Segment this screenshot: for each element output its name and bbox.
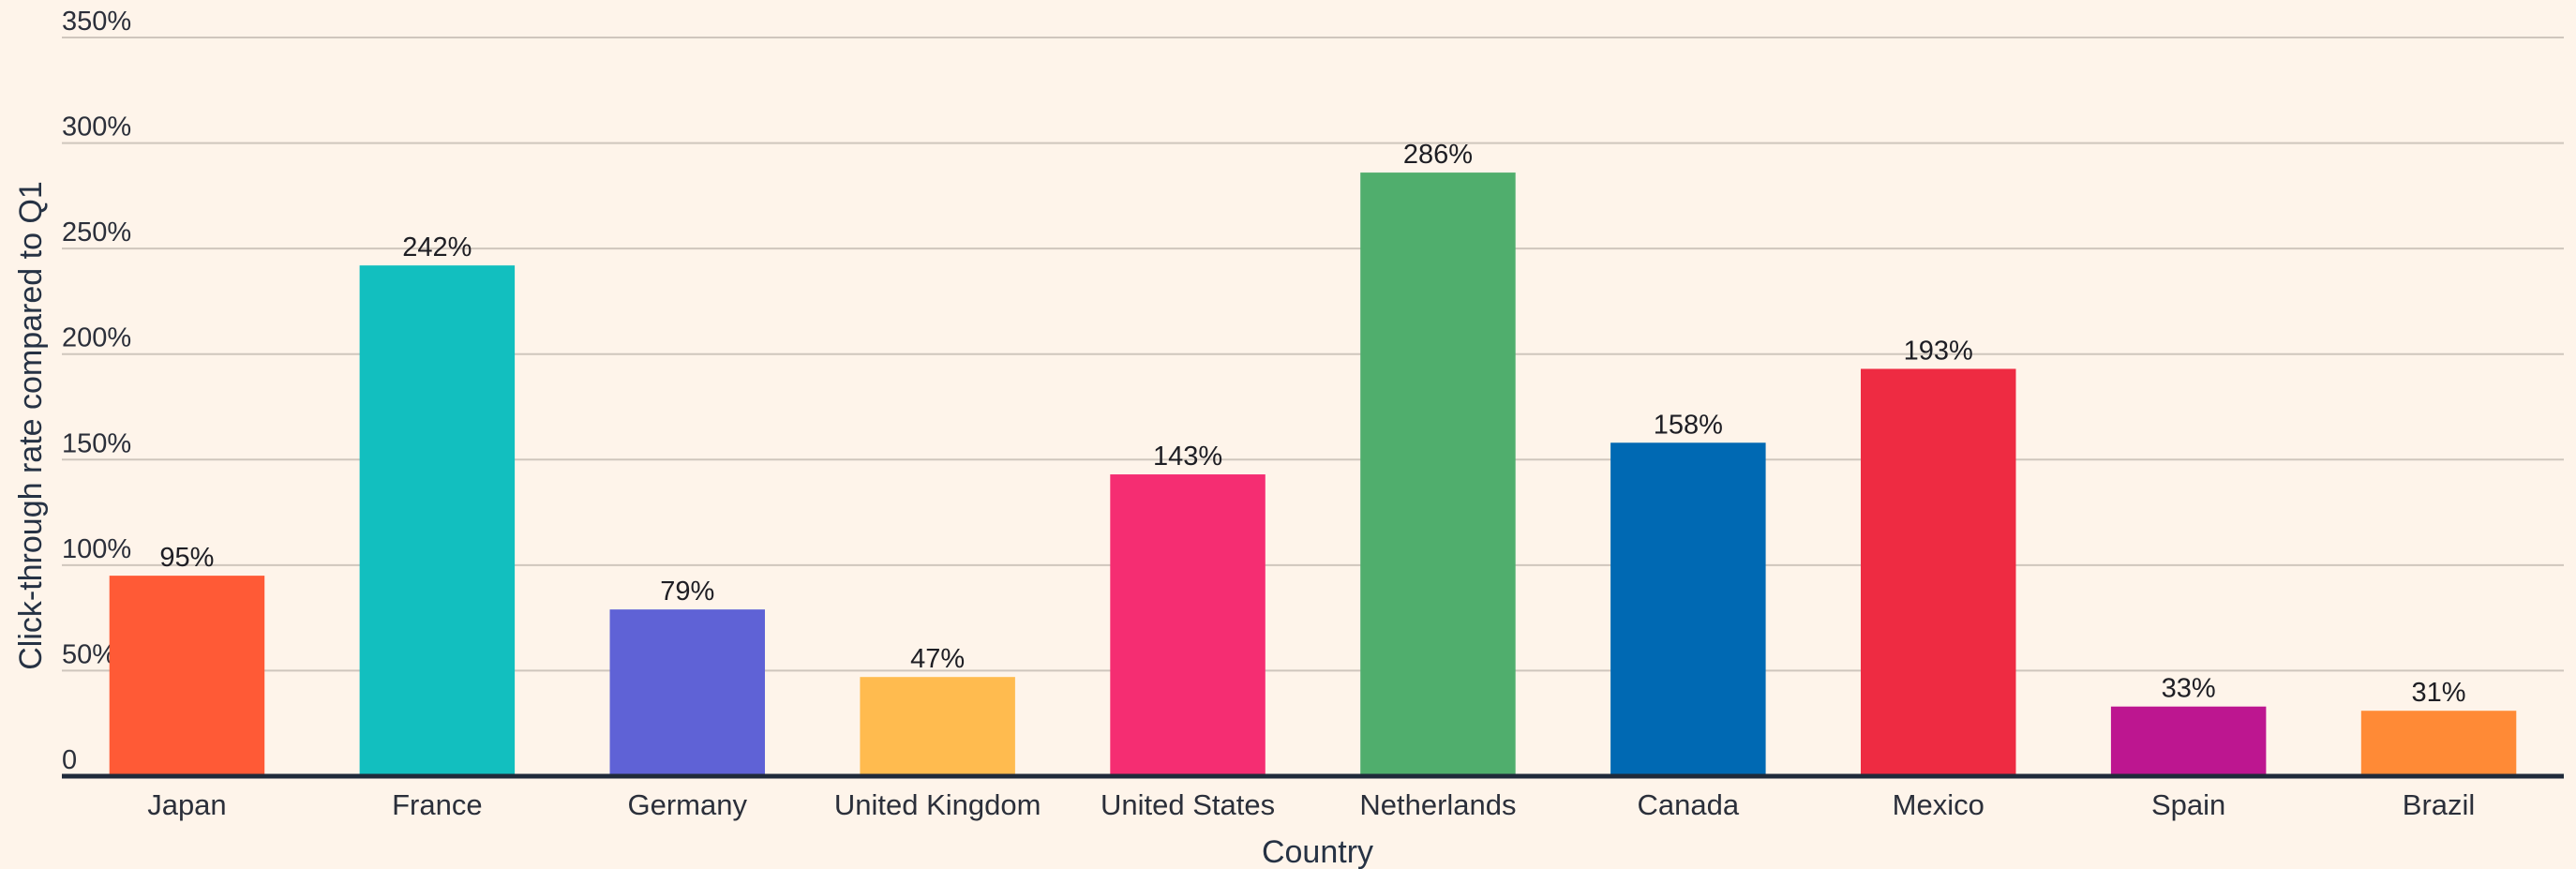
y-tick-label: 300% — [62, 112, 131, 142]
y-tick-label: 50% — [62, 639, 116, 669]
bar — [359, 265, 516, 776]
x-tick-label: Germany — [628, 788, 748, 821]
y-tick-label: 150% — [62, 428, 131, 458]
y-axis-title: Click-through rate compared to Q1 — [13, 181, 49, 670]
x-tick-label: Canada — [1638, 788, 1740, 821]
bar — [109, 576, 265, 776]
x-tick-label: Japan — [147, 788, 226, 821]
bar — [1110, 474, 1266, 776]
x-tick-label: Mexico — [1893, 788, 1984, 821]
data-label: 158% — [1654, 410, 1723, 440]
y-axis-ticks: 0 50% 100% 150% 200% 250% 300% 350% — [62, 7, 131, 775]
y-tick-label: 350% — [62, 7, 131, 37]
bar — [1861, 368, 2016, 776]
data-label: 95% — [159, 543, 214, 573]
bar — [2110, 706, 2267, 776]
x-tick-label: Netherlands — [1359, 788, 1516, 821]
bar — [609, 609, 765, 776]
x-tick-label: United Kingdom — [834, 788, 1041, 821]
data-label: 242% — [402, 232, 472, 262]
data-label: 193% — [1904, 336, 1973, 366]
data-labels: 95% 242% 79% 47% 143% 286% 158% 193% 33% 31% — [159, 140, 2465, 708]
bars — [109, 172, 2517, 776]
data-label: 143% — [1153, 442, 1222, 472]
x-tick-label: United States — [1101, 788, 1275, 821]
data-label: 47% — [910, 644, 965, 674]
bar — [2360, 711, 2517, 776]
y-tick-label: 0 — [62, 745, 77, 775]
x-tick-label: Spain — [2151, 788, 2225, 821]
data-label: 31% — [2412, 678, 2466, 708]
x-tick-label: France — [392, 788, 482, 821]
data-label: 79% — [660, 577, 714, 607]
bar — [1360, 172, 1516, 776]
bar — [860, 677, 1015, 776]
x-tick-label: Brazil — [2403, 788, 2476, 821]
data-label: 286% — [1403, 140, 1473, 170]
x-axis-title: Country — [1262, 834, 1373, 869]
x-axis-ticks: Japan France Germany United Kingdom United S… — [147, 788, 2475, 821]
y-tick-label: 100% — [62, 534, 131, 564]
data-label: 33% — [2162, 674, 2216, 704]
bar — [1610, 442, 1766, 776]
y-tick-label: 250% — [62, 217, 131, 247]
y-tick-label: 200% — [62, 323, 131, 353]
